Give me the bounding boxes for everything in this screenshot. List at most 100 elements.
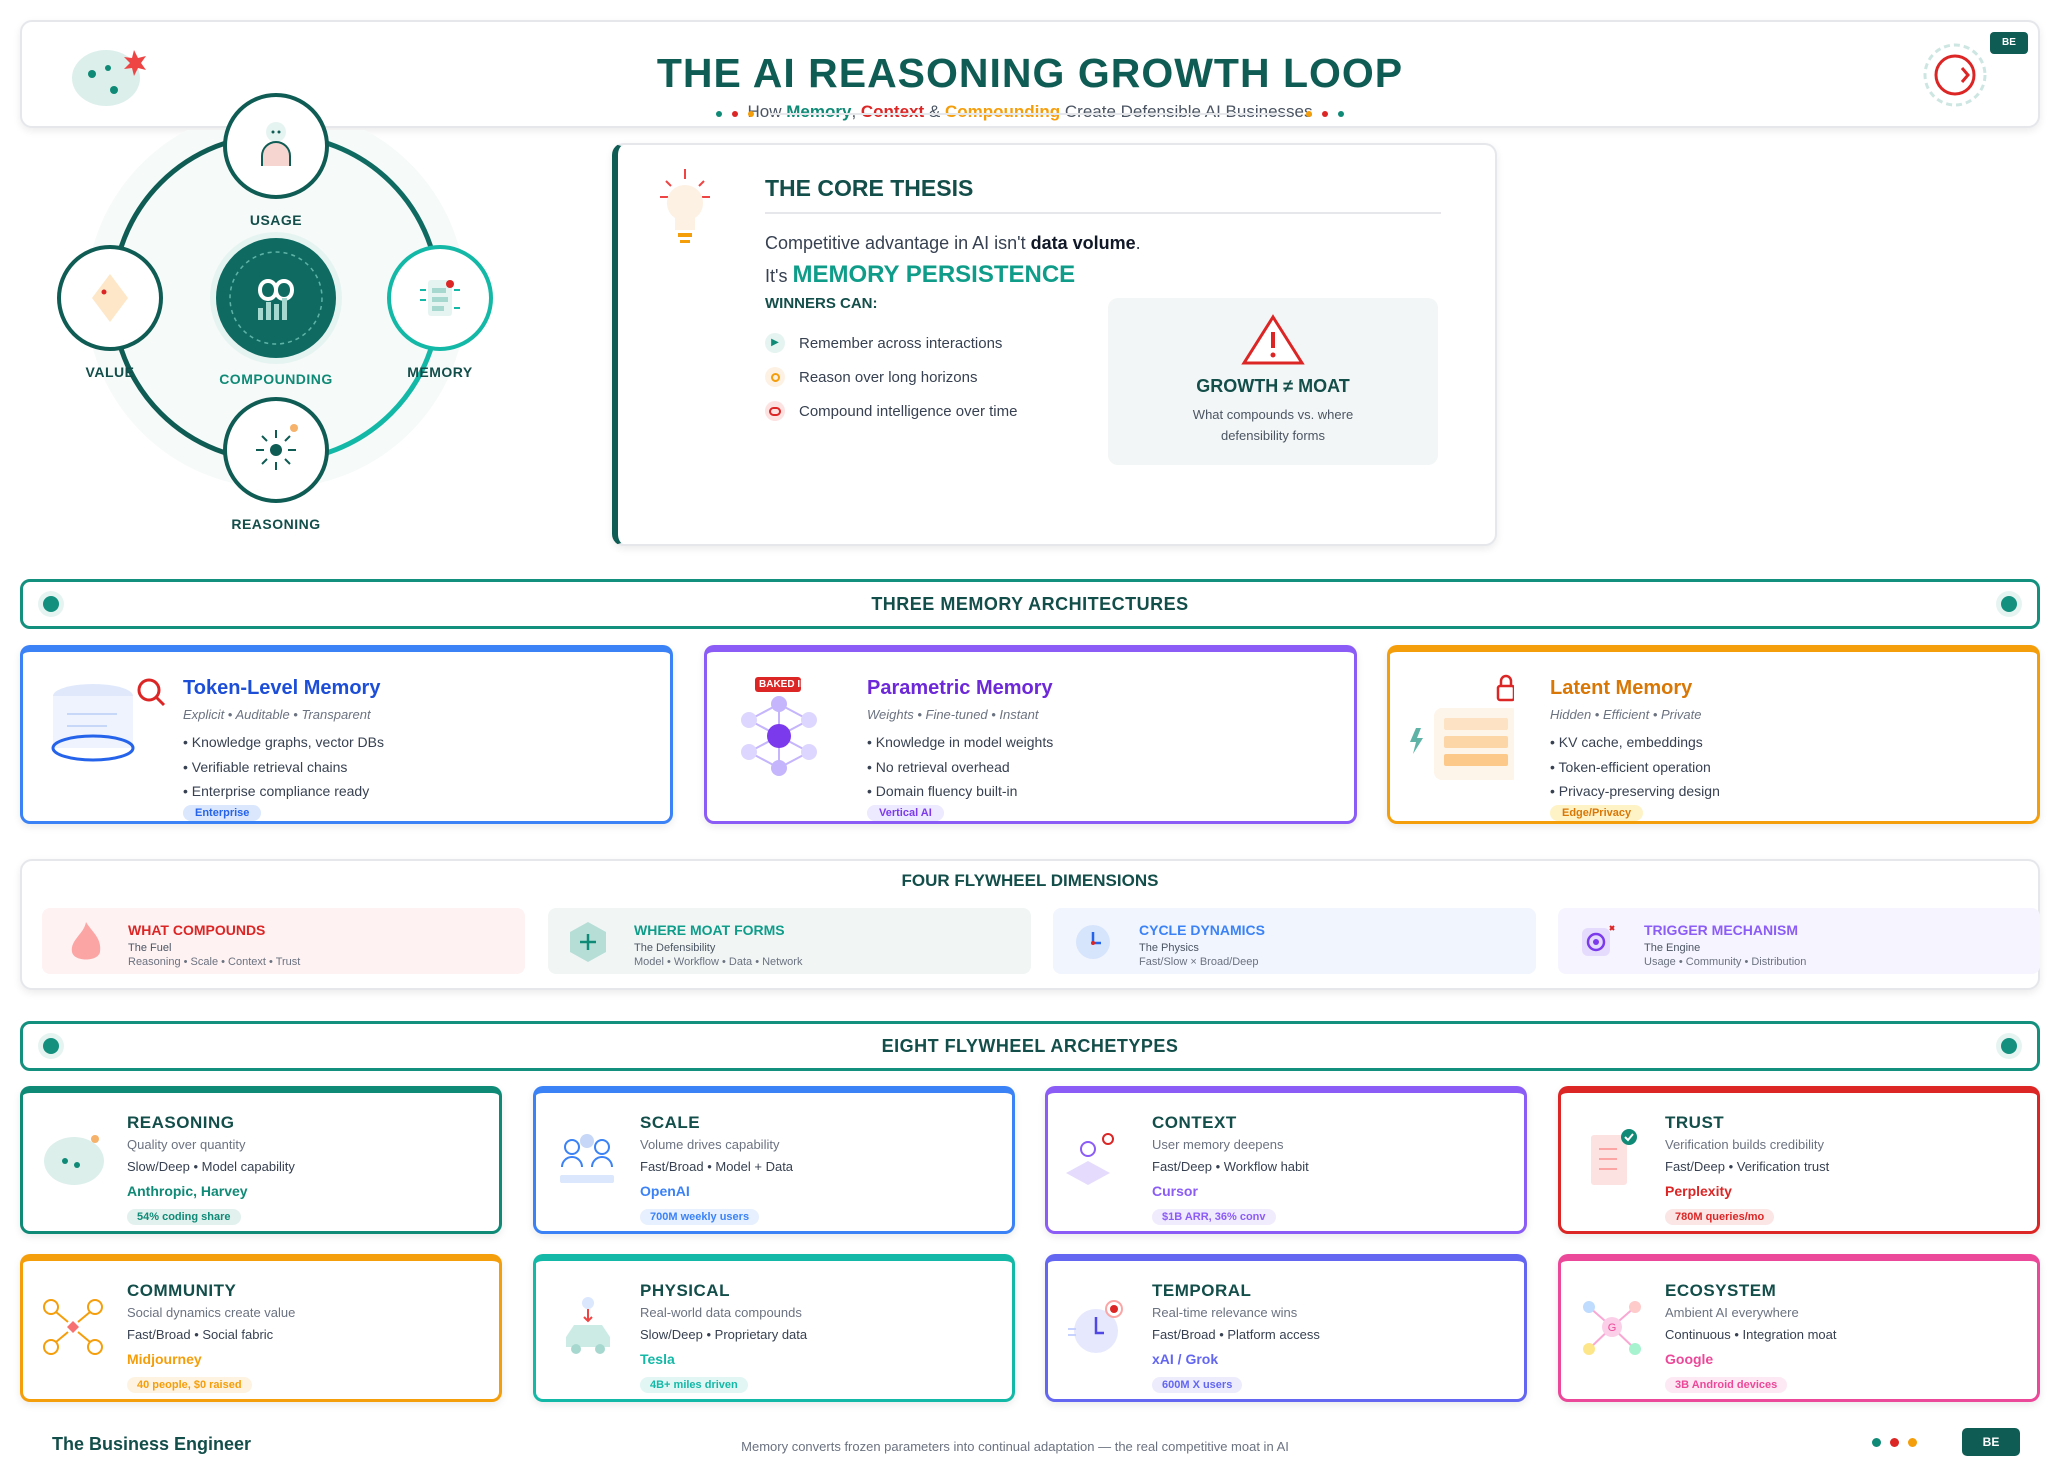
- footer-badge: BE: [1962, 1428, 2020, 1456]
- diamond-icon: [92, 274, 128, 322]
- winner-text: Compound intelligence over time: [799, 402, 1018, 420]
- value-label: VALUE: [85, 364, 135, 380]
- growth-loop-diagram: COMPOUNDING USAGE VALUE MEMORY REASONING: [0, 93, 560, 550]
- archetype-reasoning-icon: [44, 1135, 104, 1185]
- section-title: FOUR FLYWHEEL DIMENSIONS: [901, 871, 1159, 890]
- archetype-dynamics: Fast/Broad • Social fabric: [127, 1327, 274, 1342]
- archetype-title: TEMPORAL: [1152, 1281, 1252, 1300]
- section-title: THREE MEMORY ARCHITECTURES: [871, 593, 1189, 614]
- dimension-cycle-dynamics: CYCLE DYNAMICS The Physics Fast/Slow × B…: [1053, 908, 1536, 974]
- clock-icon: [1076, 925, 1110, 959]
- memory-card-subtitle: Hidden • Efficient • Private: [1550, 707, 1702, 722]
- baked-in-badge: BAKED IN: [755, 677, 801, 692]
- thesis-text: Competitive advantage in AI isn't: [765, 233, 1031, 253]
- archetype-example: Tesla: [640, 1351, 675, 1367]
- archetype-card-physical: PHYSICAL Real-world data compounds Slow/…: [533, 1254, 1015, 1402]
- memory-persistence-highlight: MEMORY PERSISTENCE: [792, 261, 1076, 288]
- memory-node: [387, 245, 493, 351]
- memory-card-tag: Edge/Privacy: [1550, 805, 1644, 821]
- archetype-title: ECOSYSTEM: [1665, 1281, 1777, 1300]
- dimension-title: TRIGGER MECHANISM: [1644, 922, 1798, 938]
- ring-icon: [765, 367, 785, 387]
- svg-text:G: G: [1608, 1322, 1617, 1334]
- infinity-chart-icon: [229, 251, 323, 345]
- header: THE AI REASONING GROWTH LOOP How Memory,…: [20, 20, 2040, 128]
- lightbulb-icon: [660, 169, 710, 243]
- archetype-metric-tag: 700M weekly users: [640, 1209, 760, 1225]
- archetype-dynamics: Fast/Deep • Workflow habit: [1152, 1159, 1309, 1174]
- memory-card-latent: Latent Memory Hidden • Efficient • Priva…: [1387, 645, 2040, 824]
- decor-dot: [1908, 1438, 1917, 1447]
- decor-dot: [1322, 111, 1328, 117]
- archetype-example: xAI / Grok: [1152, 1351, 1219, 1367]
- thesis-line1: Competitive advantage in AI isn't data v…: [765, 233, 1141, 254]
- banner-dot: [43, 596, 59, 612]
- compounding-label: COMPOUNDING: [219, 371, 333, 387]
- memory-stack-icon: [420, 280, 460, 316]
- decor-dot: [1306, 111, 1312, 117]
- memory-card-title: Latent Memory: [1550, 677, 1693, 699]
- banner-dot: [43, 1038, 59, 1054]
- brain-logo-icon: [72, 50, 146, 106]
- thesis-emphasis: data volume: [1030, 233, 1136, 253]
- winner-item: ▶ Remember across interactions: [765, 326, 1017, 360]
- archetype-dynamics: Slow/Deep • Proprietary data: [640, 1327, 808, 1342]
- play-icon: ▶: [765, 333, 785, 353]
- warning-icon: [1241, 314, 1305, 365]
- growth-moat-text: What compounds vs. where defensibility f…: [1192, 407, 1354, 443]
- brand-badge: BE: [1990, 32, 2028, 54]
- archetype-ecosystem-icon: G: [1583, 1301, 1641, 1355]
- thesis-title: THE CORE THESIS: [765, 175, 974, 201]
- dimension-subtitle: The Physics: [1139, 942, 1199, 954]
- dimension-title: WHERE MOAT FORMS: [634, 922, 785, 938]
- section-banner-archetypes: EIGHT FLYWHEEL ARCHETYPES: [20, 1021, 2040, 1071]
- memory-card-bullet: • Knowledge graphs, vector DBs: [183, 734, 385, 750]
- memory-card-bullet: • No retrieval overhead: [867, 759, 1010, 775]
- subtitle-context: Context: [860, 102, 925, 121]
- dimension-subtitle: The Defensibility: [634, 942, 716, 954]
- memory-card-token: Token-Level Memory Explicit • Auditable …: [20, 645, 673, 824]
- archetype-title: CONTEXT: [1152, 1113, 1237, 1132]
- archetype-example: Perplexity: [1665, 1183, 1732, 1199]
- dimension-subtitle: The Fuel: [128, 942, 172, 954]
- memory-card-tag: Vertical AI: [867, 805, 944, 821]
- dimension-detail: Usage • Community • Distribution: [1644, 956, 1807, 968]
- archetype-subtitle: Ambient AI everywhere: [1665, 1305, 1799, 1320]
- archetype-example: Cursor: [1152, 1183, 1198, 1199]
- archetype-community-icon: [43, 1299, 103, 1355]
- memory-card-subtitle: Weights • Fine-tuned • Instant: [867, 707, 1039, 722]
- thesis-text: .: [1135, 233, 1141, 253]
- archetype-metric-tag: 780M queries/mo: [1665, 1209, 1775, 1225]
- archetype-card-ecosystem: G ECOSYSTEM Ambient AI everywhere Contin…: [1558, 1254, 2040, 1402]
- archetype-example: Midjourney: [127, 1351, 202, 1367]
- sun-reasoning-icon: [256, 424, 298, 470]
- archetype-card-temporal: TEMPORAL Real-time relevance wins Fast/B…: [1045, 1254, 1527, 1402]
- memory-card-bullet: • Privacy-preserving design: [1550, 783, 1720, 799]
- memory-card-parametric: BAKED IN Parametric Memory Weights • Fin…: [704, 645, 1357, 824]
- memory-card-title: Parametric Memory: [867, 677, 1053, 699]
- archetype-subtitle: Volume drives capability: [640, 1137, 780, 1152]
- flame-icon: [71, 922, 101, 960]
- winner-item: Reason over long horizons: [765, 360, 1017, 394]
- dimension-where-moat-forms: WHERE MOAT FORMS The Defensibility Model…: [548, 908, 1031, 974]
- memory-card-bullet: • KV cache, embeddings: [1550, 734, 1703, 750]
- subtitle-sep: ,: [851, 102, 861, 121]
- neural-network-icon: [741, 696, 817, 776]
- dimension-detail: Model • Workflow • Data • Network: [634, 956, 803, 968]
- lock-layers-icon: [1410, 674, 1514, 780]
- reasoning-label: REASONING: [231, 516, 321, 532]
- archetype-dynamics: Continuous • Integration moat: [1665, 1327, 1837, 1342]
- archetype-card-trust: TRUST Verification builds credibility Fa…: [1558, 1086, 2040, 1234]
- dimension-detail: Fast/Slow × Broad/Deep: [1139, 956, 1259, 968]
- dimension-trigger-mechanism: TRIGGER MECHANISM The Engine Usage • Com…: [1558, 908, 2040, 974]
- dimension-title: CYCLE DYNAMICS: [1139, 922, 1266, 938]
- core-thesis-card: THE CORE THESIS Competitive advantage in…: [612, 143, 1497, 546]
- decor-dot: [1338, 111, 1344, 117]
- archetype-card-scale: SCALE Volume drives capability Fast/Broa…: [533, 1086, 1015, 1234]
- database-search-icon: [51, 678, 166, 762]
- banner-dot: [2001, 596, 2017, 612]
- subtitle-sep: &: [924, 102, 945, 121]
- divider: [765, 212, 1441, 214]
- usage-label: USAGE: [249, 212, 303, 228]
- archetype-trust-icon: [1591, 1129, 1637, 1185]
